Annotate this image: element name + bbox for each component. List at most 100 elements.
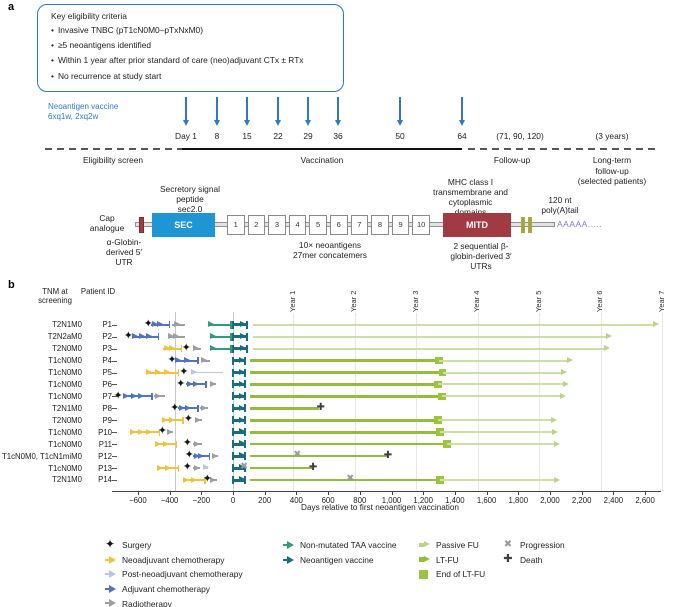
dose-arrow-head-icon xyxy=(304,120,311,126)
arrowhead-icon xyxy=(239,428,246,435)
arrowhead-icon xyxy=(198,452,205,459)
x-axis-tick-label: 800 xyxy=(353,496,367,505)
x-axis-tick-label: −600 xyxy=(129,496,147,505)
patient-tnm-label: T1cN0M0 xyxy=(48,463,82,473)
arrowhead-icon xyxy=(183,476,190,483)
vaccine-note-line1: Neoantigen vaccine xyxy=(48,102,119,111)
dose-day-label: 8 xyxy=(214,131,220,141)
patient-tnm-label: T1cN0M0 xyxy=(48,439,82,449)
dose-day-label: 22 xyxy=(273,131,283,141)
end-bar xyxy=(244,404,247,413)
arrowhead-icon xyxy=(123,392,130,399)
marker-✖: ✖ xyxy=(503,538,513,550)
arrowhead-icon xyxy=(201,357,208,364)
arrowhead-icon xyxy=(203,464,210,471)
arrowhead-icon xyxy=(424,555,430,562)
legend-label: LT-FU xyxy=(436,554,459,565)
x-axis-tick-label: 2,000 xyxy=(540,496,560,505)
year-gridline xyxy=(600,313,602,491)
x-axis-tick xyxy=(264,491,266,495)
dose-arrow-stem xyxy=(461,97,463,120)
end-bar xyxy=(230,332,233,341)
segment-line xyxy=(437,383,566,386)
arrowhead-icon xyxy=(239,392,246,399)
legend-label: Radiotherapy xyxy=(122,598,172,607)
row-tick xyxy=(112,324,117,326)
legend-therapy-tail xyxy=(105,587,109,590)
patient-tnm-label: T1cN0M0 xyxy=(48,391,82,401)
eligibility-box: Key eligibility criteria • Invasive TNBC … xyxy=(37,4,344,92)
marker-✦: ✦ xyxy=(143,317,153,330)
arrowhead-icon xyxy=(155,392,162,399)
patient-id-label: P7 xyxy=(102,391,112,401)
phase-label: Vaccination xyxy=(300,155,344,165)
end-bar xyxy=(232,464,234,473)
end-bar xyxy=(244,440,247,449)
end-bar xyxy=(244,356,247,365)
bullet-text: ≥5 neoantigens identified xyxy=(57,40,152,51)
segment-line xyxy=(250,407,320,410)
year-label: Year 1 xyxy=(287,290,297,312)
x-axis-tick-label: 2,200 xyxy=(571,496,592,505)
patient-tnm-label: T2N1M0 xyxy=(52,403,82,413)
arrowhead-icon xyxy=(145,428,152,435)
passive-fu-arrow-icon xyxy=(653,321,660,328)
arrowhead-icon xyxy=(157,321,164,328)
legend-label: Neoantigen vaccine xyxy=(300,554,374,565)
arrowhead-icon xyxy=(173,321,180,328)
bullet-text: Invasive TNBC (pT1cN0M0–pTxNxM0) xyxy=(57,25,203,36)
segment-line xyxy=(250,383,438,386)
segment-line xyxy=(446,443,556,446)
utr5-label: α-Globin- derived 5′ UTR xyxy=(105,237,143,268)
marker-✖: ✖ xyxy=(346,473,355,485)
arrowhead-icon xyxy=(193,452,200,459)
eligibility-bullet: • ≥5 neoantigens identified xyxy=(51,41,335,51)
segment-line xyxy=(122,395,152,398)
utr3-bar-1 xyxy=(520,216,525,233)
patient-tnm-label: T2N1M0 xyxy=(52,475,82,485)
reference-line xyxy=(233,312,234,491)
end-bar xyxy=(244,464,247,473)
dose-arrow-head-icon xyxy=(274,120,281,126)
end-of-ltfu-square xyxy=(436,476,444,484)
x-axis-tick-label: 600 xyxy=(321,496,335,505)
followup-phase-line xyxy=(468,148,660,150)
arrowhead-icon xyxy=(166,428,173,435)
end-bar xyxy=(244,428,247,437)
year-label: Year 5 xyxy=(533,290,543,312)
marker-✦: ✦ xyxy=(182,461,192,474)
arrowhead-icon xyxy=(130,428,137,435)
end-bar xyxy=(244,368,247,377)
marker-✚: ✚ xyxy=(308,461,318,473)
end-bar xyxy=(232,476,234,485)
x-axis-tick xyxy=(233,491,234,495)
arrowhead-icon xyxy=(151,321,158,328)
end-bar xyxy=(232,368,234,377)
end-bar xyxy=(232,392,234,401)
dose-arrow-head-icon xyxy=(334,120,341,126)
passive-fu-arrow-icon xyxy=(566,357,573,364)
year-label: Year 2 xyxy=(349,290,359,312)
dose-day-label: 50 xyxy=(395,131,405,141)
mitd-box: MITD xyxy=(443,212,511,237)
bullet-dot: • xyxy=(51,25,54,36)
arrowhead-icon xyxy=(209,380,216,387)
end-bar xyxy=(208,452,211,460)
end-bar xyxy=(168,321,171,329)
cap-analogue-bar xyxy=(139,216,144,233)
bullet-text: Within 1 year after prior standard of ca… xyxy=(57,55,304,66)
segment-line xyxy=(250,431,440,434)
patient-id-label: P13 xyxy=(98,463,112,473)
neoantigen-box: 6 xyxy=(330,214,348,235)
end-of-ltfu-square xyxy=(434,416,443,425)
row-tick xyxy=(112,408,117,410)
arrowhead-icon xyxy=(239,464,246,471)
segment-line xyxy=(210,347,232,350)
segment-line xyxy=(208,323,232,326)
eligibility-bullet: • Invasive TNBC (pT1cN0M0–pTxNxM0) xyxy=(51,26,335,36)
dose-arrow-stem xyxy=(307,97,309,120)
legend-label: Neoadjuvant chemotherapy xyxy=(122,554,225,565)
legend-label: Passive FU xyxy=(436,540,479,551)
segment-line xyxy=(441,395,562,398)
x-axis-tick xyxy=(518,491,520,495)
